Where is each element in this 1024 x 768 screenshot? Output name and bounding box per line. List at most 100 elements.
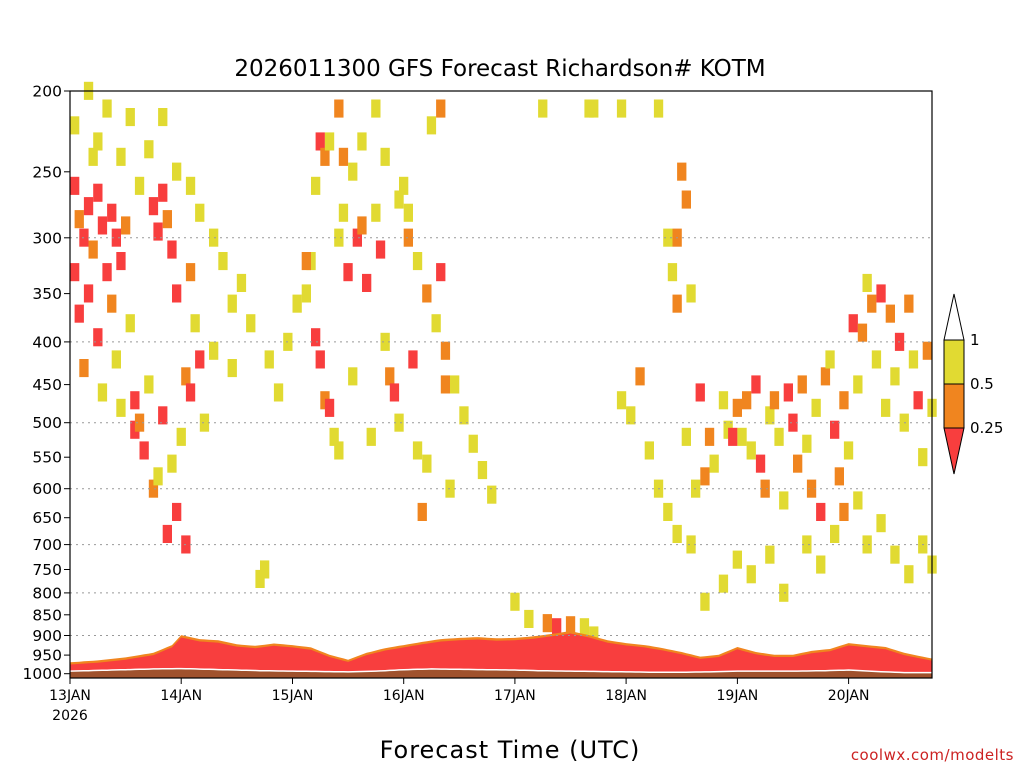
ri-cell: [116, 252, 126, 271]
ri-cell: [380, 332, 390, 351]
y-tick-label-500: 500: [32, 414, 62, 432]
ri-cell: [172, 162, 182, 181]
colorbar-label-025: 0.25: [970, 419, 1003, 437]
ri-cell: [862, 535, 872, 554]
ri-cell: [158, 108, 168, 127]
ri-cell: [255, 569, 265, 588]
ri-cell: [774, 427, 784, 446]
colorbar-lower-arrow: [943, 427, 965, 475]
y-tick-label-300: 300: [32, 229, 62, 247]
ri-cell: [839, 391, 849, 410]
ri-cell: [524, 609, 534, 628]
ri-cell: [797, 375, 807, 394]
ri-cell: [158, 406, 168, 425]
ri-cell: [236, 273, 247, 292]
ri-cell: [853, 491, 863, 510]
ri-cell: [343, 263, 353, 282]
ri-cell: [102, 263, 112, 282]
ri-cell: [162, 524, 172, 543]
ri-cell: [746, 565, 756, 584]
ri-cell: [450, 375, 460, 394]
x-tick-label-16JAN: 16JAN: [383, 688, 425, 704]
ri-cell: [417, 502, 427, 521]
ri-cell: [843, 441, 854, 460]
ri-cell: [121, 216, 131, 235]
ri-cell: [788, 413, 798, 432]
ri-cell: [311, 176, 321, 195]
ri-cell: [709, 454, 719, 473]
ri-cell: [426, 116, 437, 135]
ri-cell: [79, 359, 89, 378]
chart-title: 2026011300 GFS Forecast Richardson# KOTM: [234, 56, 765, 82]
ri-cell: [329, 427, 339, 446]
ri-cell: [681, 427, 691, 446]
ri-cell: [436, 99, 446, 118]
credit-text: coolwx.com/modelts: [851, 746, 1014, 764]
ri-cell: [779, 583, 789, 602]
ri-cell: [862, 273, 872, 292]
ri-cell: [301, 284, 311, 303]
ri-cell: [93, 132, 103, 151]
ri-cell: [751, 375, 761, 394]
ri-cell: [746, 441, 756, 460]
ri-cell: [422, 284, 432, 303]
ri-cell: [704, 427, 715, 446]
ri-cell: [760, 479, 770, 498]
ri-cell: [732, 550, 742, 569]
ri-cell: [134, 413, 145, 432]
ri-cell: [352, 228, 362, 247]
x-tick-label-19JAN: 19JAN: [717, 688, 759, 704]
ri-cell: [306, 252, 316, 271]
ri-cell: [487, 485, 497, 504]
ri-cell: [209, 228, 219, 247]
ri-cell: [635, 367, 645, 386]
ri-cell: [565, 616, 576, 635]
ri-cell: [264, 350, 274, 369]
ri-cell: [371, 99, 381, 118]
ri-cell: [616, 391, 627, 410]
ri-cell: [440, 341, 451, 360]
ri-cell: [375, 240, 386, 259]
ri-cell: [74, 210, 84, 229]
ri-cell: [172, 284, 182, 303]
ri-cell: [199, 413, 210, 432]
ri-cell: [107, 203, 117, 222]
ri-cell: [779, 491, 789, 510]
ri-cell: [663, 502, 673, 521]
ri-cell: [111, 228, 121, 247]
ri-cell: [394, 413, 404, 432]
x-tick-label-14JAN: 14JAN: [160, 688, 202, 704]
x-tick-label-17JAN: 17JAN: [494, 688, 536, 704]
ri-cell: [111, 350, 121, 369]
ri-cell: [440, 375, 451, 394]
ri-cell: [542, 614, 552, 633]
ri-cell: [153, 222, 163, 241]
ri-cell: [218, 252, 228, 271]
ri-cell: [334, 99, 344, 118]
ri-cell: [83, 197, 94, 216]
ri-cell: [848, 314, 858, 333]
ri-cell: [552, 618, 562, 637]
ri-cell: [816, 555, 826, 574]
colorbar-orange-block: [943, 383, 965, 429]
ri-cell: [125, 314, 135, 333]
ri-cell: [700, 592, 710, 611]
ri-cell: [403, 203, 413, 222]
ri-cell: [802, 434, 812, 453]
ri-cell: [839, 502, 849, 521]
ri-cell: [209, 341, 219, 360]
ri-cell: [830, 420, 840, 439]
ri-cell: [626, 406, 636, 425]
ri-cell: [918, 448, 928, 467]
y-tick-label-1000: 1000: [23, 665, 62, 683]
ri-cell: [922, 341, 932, 360]
ri-cell: [190, 314, 200, 333]
ri-cell: [806, 479, 817, 498]
x-tick-label-13JAN: 13JAN: [49, 688, 91, 704]
x-tick-sublabel: 2026: [52, 708, 88, 724]
ri-cell: [783, 383, 793, 402]
ri-cell: [802, 535, 812, 554]
ri-cell: [334, 228, 344, 247]
ri-cell: [97, 216, 108, 235]
